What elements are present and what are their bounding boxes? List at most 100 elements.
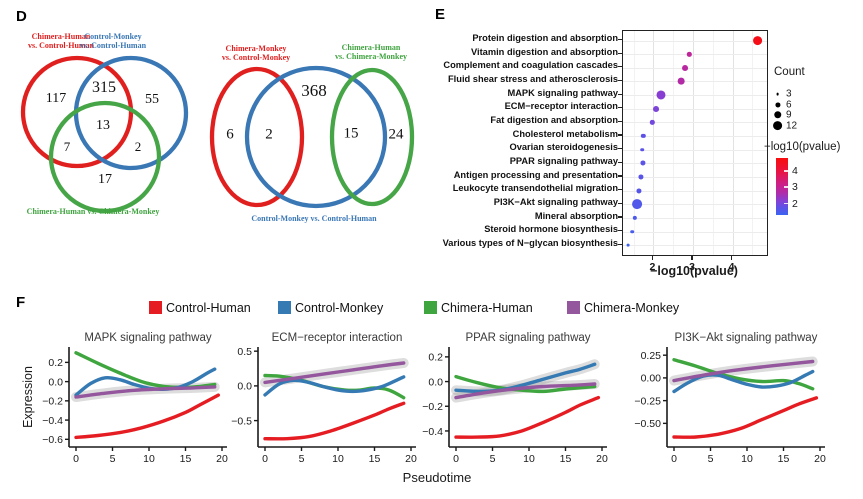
y-tick-mark xyxy=(617,189,622,191)
gridline-row xyxy=(623,245,767,247)
pathway-label-column: Protein digestion and absorption Vitamin … xyxy=(425,30,618,254)
gridline-row xyxy=(623,136,767,138)
pathway-label: Various types of N−glycan biosynthesis xyxy=(442,237,618,248)
gridline-row xyxy=(623,40,767,42)
venn-set-label-line: Chimera-Monkey xyxy=(225,44,287,53)
pathway-dot xyxy=(632,215,638,221)
venn-region-count: 2 xyxy=(265,126,273,143)
panel-d-label: D xyxy=(16,8,27,25)
y-tick-label: −0.6 xyxy=(42,434,63,446)
y-tick-label: 0.0 xyxy=(237,381,252,393)
venn-region-count: 7 xyxy=(63,139,71,154)
gridline-row xyxy=(623,67,767,69)
x-tick-mark xyxy=(730,255,733,260)
x-tick-label: 10 xyxy=(332,453,344,465)
x-tick-label: 20 xyxy=(596,453,608,465)
gridline-row xyxy=(623,54,767,56)
x-tick-label: 20 xyxy=(814,453,826,465)
subplot-title: PPAR signaling pathway xyxy=(465,332,590,344)
pathway-label: Steroid hormone biosynthesis xyxy=(484,224,618,235)
pathway-label: Antigen processing and presentation xyxy=(453,169,618,180)
count-legend-dot xyxy=(772,120,783,131)
venn-region-count: 6 xyxy=(226,126,234,143)
venn-region-count: 315 xyxy=(92,79,116,96)
y-tick-label: 0.25 xyxy=(641,350,662,362)
pathway-label: PI3K−Akt signaling pathway xyxy=(493,196,618,207)
venn-region-count: 15 xyxy=(343,125,359,142)
pathway-dot xyxy=(656,90,666,100)
y-tick-mark xyxy=(617,230,622,232)
pathway-label: ECM−receptor interaction xyxy=(504,101,618,112)
gridline-row xyxy=(623,231,767,233)
venn-set-label-line: vs. Chimera-Monkey xyxy=(335,52,407,61)
series-line-red xyxy=(672,396,819,439)
colorbar-tick-label: 4 xyxy=(792,164,798,177)
x-tick-label: 20 xyxy=(216,453,228,465)
pathway-label: Cholesterol metabolism xyxy=(512,128,618,139)
series-line-blue xyxy=(263,375,406,397)
y-tick-mark xyxy=(617,134,622,136)
venn-region-count: 55 xyxy=(145,92,159,107)
y-tick-label: 0.5 xyxy=(237,346,252,358)
x-tick-mark xyxy=(651,255,654,260)
x-tick-label: 5 xyxy=(299,453,305,465)
pathway-dot xyxy=(631,199,642,210)
count-legend-value: 9 xyxy=(786,109,792,121)
venn-region-count: 13 xyxy=(96,118,110,133)
count-legend-title: Count xyxy=(774,66,805,78)
x-tick-label: 15 xyxy=(180,453,192,465)
legend-label: Chimera-Human xyxy=(441,301,533,315)
x-tick-label: 2 xyxy=(649,261,656,273)
gridline-row xyxy=(623,108,767,110)
y-tick-mark xyxy=(617,161,622,163)
colorbar-tick-label: 3 xyxy=(792,181,798,194)
venn2-green-ellipse xyxy=(329,67,415,207)
series-line-purple xyxy=(672,359,815,383)
gridline-row xyxy=(623,122,767,124)
panel-f-label: F xyxy=(16,294,26,311)
x-tick-label: 0 xyxy=(453,453,459,465)
gridline-major xyxy=(653,31,655,255)
series-line-purple xyxy=(74,385,217,399)
gridline-major xyxy=(693,31,695,255)
y-tick-mark xyxy=(617,202,622,204)
pathway-dot xyxy=(638,174,644,180)
y-tick-label: −0.25 xyxy=(634,395,661,407)
x-tick-label: 3 xyxy=(689,261,695,273)
y-tick-label: −0.5 xyxy=(231,415,252,427)
legend-label: Control-Monkey xyxy=(295,301,384,315)
venn-set-label: Chimera-Monkey vs. Control-Monkey xyxy=(222,44,290,62)
venn-set-label-line: vs. Control-Human xyxy=(79,41,147,50)
x-tick-mark xyxy=(691,255,693,260)
subplot-title: ECM−receptor interaction xyxy=(272,332,403,344)
x-tick-label: 20 xyxy=(405,453,417,465)
y-tick-mark xyxy=(617,216,622,218)
venn-set-label: Chimera-Human vs. Chimera-Monkey xyxy=(27,207,160,216)
x-tick-label: 4 xyxy=(728,261,735,273)
venn1-green-circle xyxy=(48,100,162,214)
x-tick-label: 10 xyxy=(143,453,155,465)
count-legend-dot xyxy=(774,101,781,108)
x-tick-label: 5 xyxy=(110,453,116,465)
gridline-row xyxy=(623,95,767,97)
f-x-axis-title: Pseudotime xyxy=(402,470,472,485)
x-tick-label: 0 xyxy=(262,453,268,465)
colorbar-tick-mark xyxy=(784,186,788,188)
venn2-blue-ellipse xyxy=(244,65,388,209)
pathway-dot xyxy=(752,35,763,46)
x-tick-label: 15 xyxy=(560,453,572,465)
venn-region-count: 24 xyxy=(388,126,404,143)
y-tick-mark xyxy=(617,148,622,150)
series-line-red xyxy=(74,393,220,440)
pathway-dot xyxy=(640,160,646,166)
pathway-dot xyxy=(640,133,646,139)
dotplot-panel xyxy=(622,30,768,256)
y-tick-mark xyxy=(617,107,622,109)
colorbar-tick-mark xyxy=(784,170,788,172)
gridline-row xyxy=(623,149,767,151)
y-tick-label: −0.2 xyxy=(42,396,63,408)
legend-label: Control-Human xyxy=(166,301,251,315)
legend-label: Chimera-Monkey xyxy=(584,301,680,315)
pathway-label: Vitamin digestion and absorption xyxy=(470,46,618,57)
